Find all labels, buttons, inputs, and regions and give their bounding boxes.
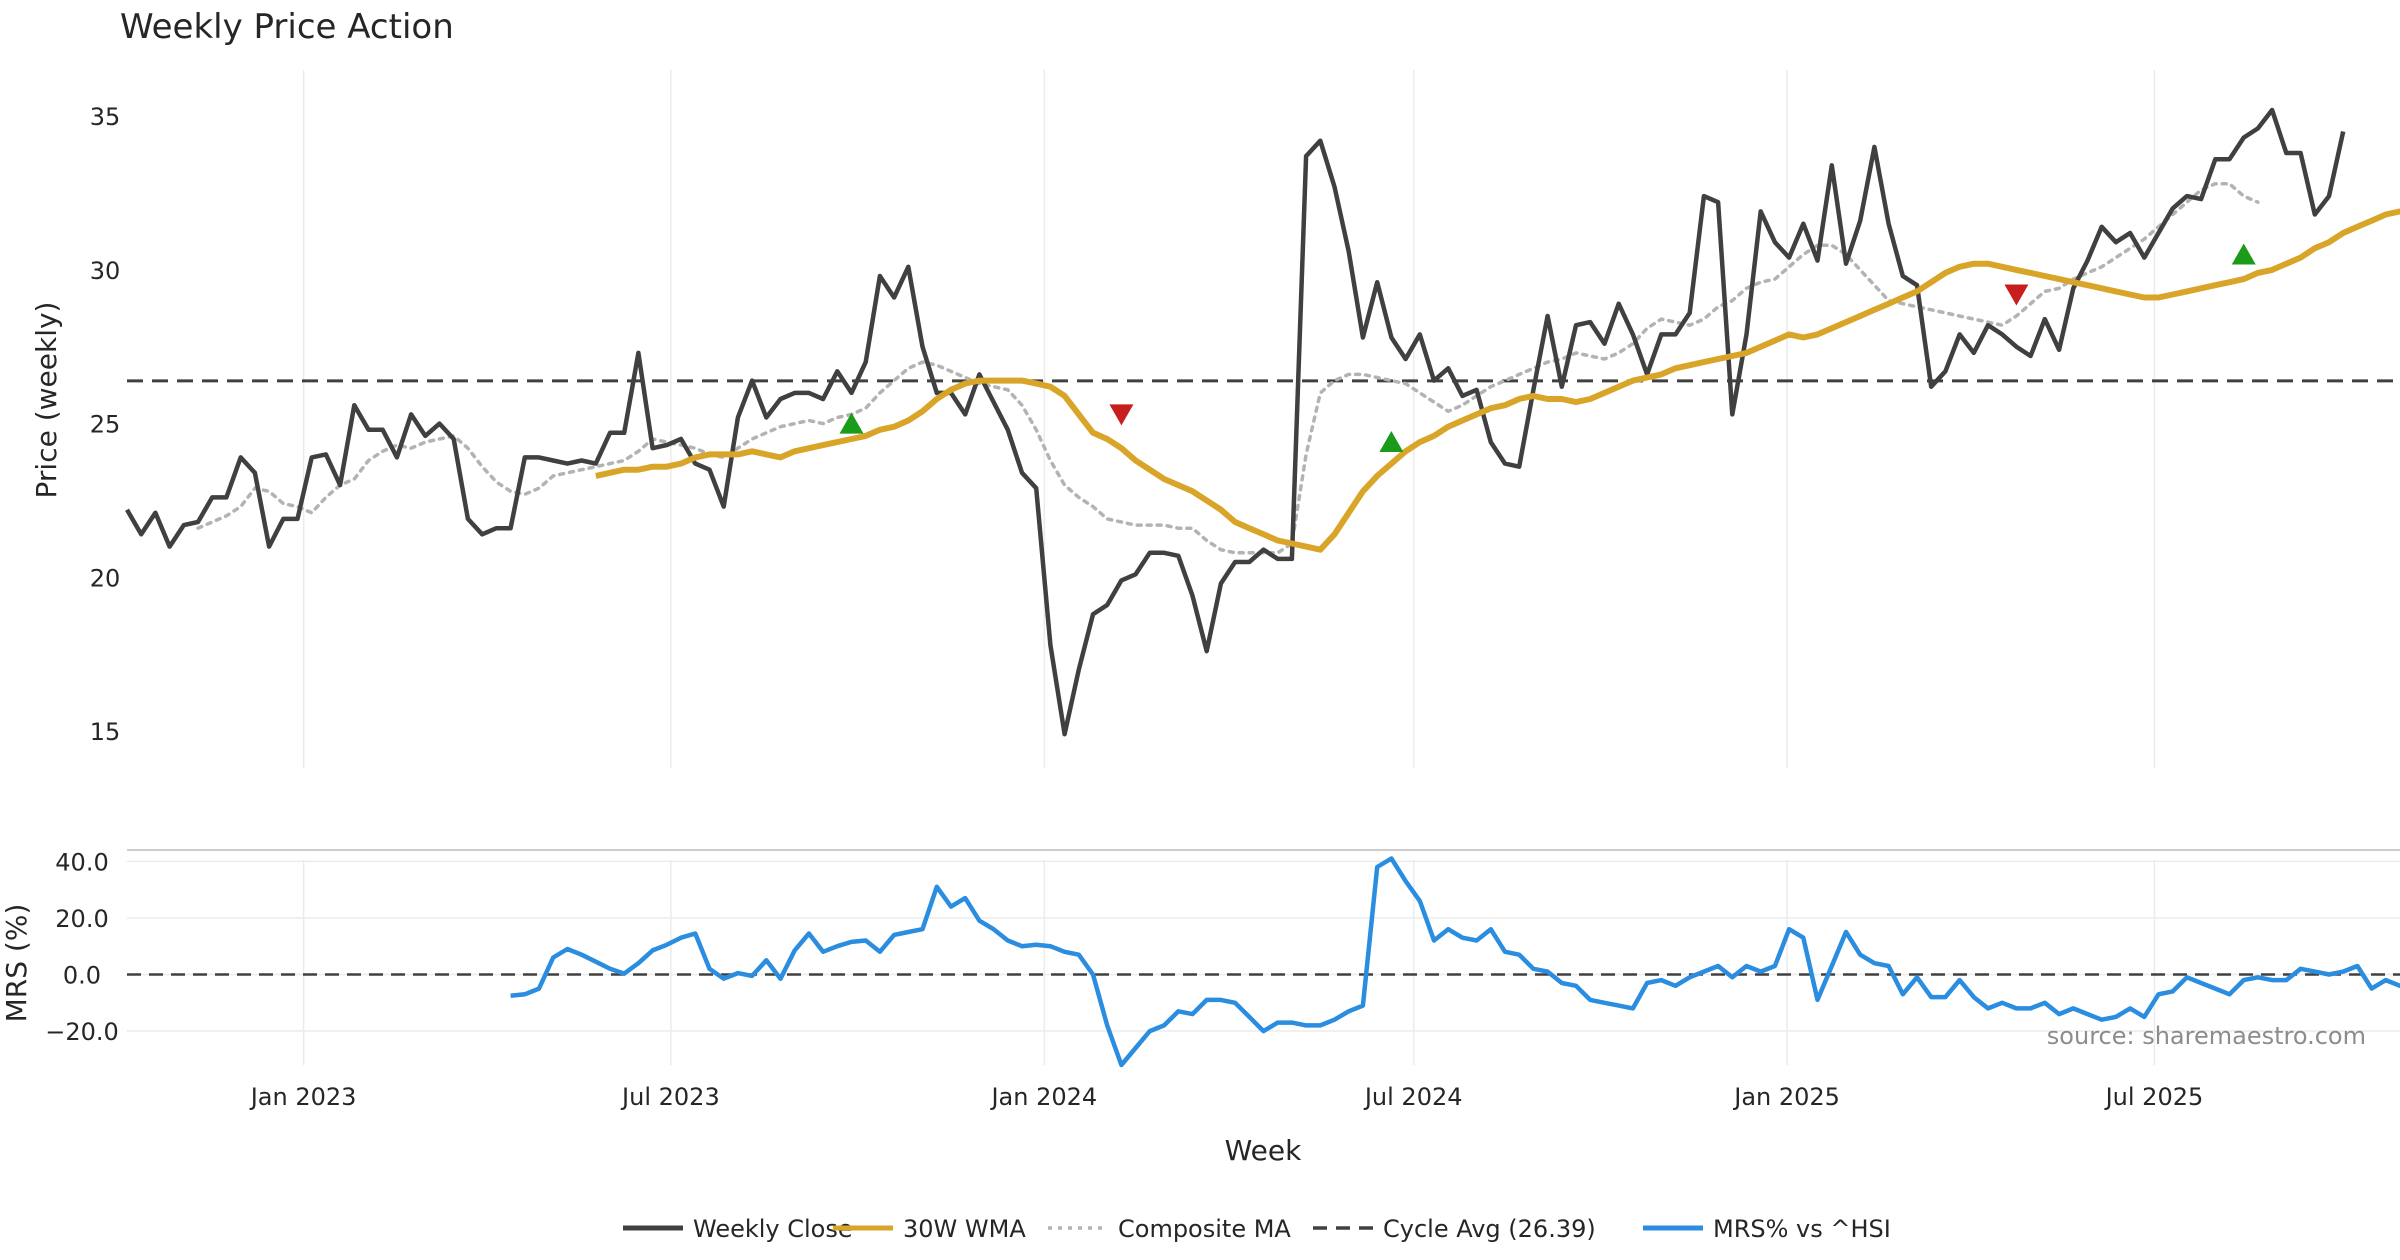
- price-gridlines: [302, 70, 2156, 768]
- buy-signal-marker: [1379, 431, 1404, 453]
- price-y-tick-label: 20: [90, 564, 121, 592]
- mrs-y-ticks: 40.0 20.0 0.0 −20.0: [45, 848, 119, 1046]
- x-axis-label: Week: [1225, 1134, 1302, 1167]
- x-ticks: Jan 2023 Jul 2023 Jan 2024 Jul 2024 Jan 2025…: [249, 1083, 2204, 1111]
- mrs-y-tick-label: 20.0: [55, 905, 108, 933]
- price-y-tick-label: 35: [90, 103, 121, 131]
- x-tick-label: Jan 2025: [1732, 1083, 1840, 1111]
- price-y-tick-label: 25: [90, 411, 121, 439]
- chart-title: Weekly Price Action: [120, 7, 454, 47]
- legend-label: MRS% vs ^HSI: [1713, 1215, 1891, 1243]
- price-series: [125, 107, 2400, 737]
- buy-signal-marker: [2231, 243, 2256, 265]
- x-tick-label: Jul 2024: [1363, 1083, 1463, 1111]
- price-y-tick-label: 30: [90, 257, 121, 285]
- composite-ma-line: [196, 182, 2260, 555]
- x-tick-label: Jul 2025: [2104, 1083, 2204, 1111]
- sell-signal-marker: [1109, 404, 1134, 426]
- x-tick-label: Jan 2023: [249, 1083, 357, 1111]
- price-y-tick-label: 15: [90, 718, 121, 746]
- x-tick-label: Jan 2024: [989, 1083, 1097, 1111]
- mrs-y-tick-label: −20.0: [45, 1018, 119, 1046]
- mrs-series: [127, 856, 2400, 1068]
- price-y-axis-label: Price (weekly): [30, 302, 63, 499]
- buy-signal-marker: [839, 412, 864, 434]
- legend: Weekly Close 30W WMA Composite MA Cycle Avg…: [623, 1215, 1891, 1243]
- source-note: source: sharemaestro.com: [2047, 1022, 2366, 1050]
- legend-label: Weekly Close: [693, 1215, 853, 1243]
- x-tick-label: Jul 2023: [620, 1083, 720, 1111]
- mrs-y-tick-label: 0.0: [63, 961, 101, 989]
- legend-label: Cycle Avg (26.39): [1383, 1215, 1596, 1243]
- weekly-close-line: [125, 107, 2346, 737]
- wma-30-line: [595, 208, 2400, 553]
- mrs-y-tick-label: 40.0: [55, 848, 108, 876]
- mrs-y-axis-label: MRS (%): [0, 904, 33, 1023]
- price-y-ticks: 15 20 25 30 35: [90, 103, 121, 746]
- sell-signal-marker: [2004, 284, 2029, 306]
- legend-label: 30W WMA: [903, 1215, 1026, 1243]
- legend-label: Composite MA: [1118, 1215, 1291, 1243]
- mrs-line: [510, 856, 2400, 1068]
